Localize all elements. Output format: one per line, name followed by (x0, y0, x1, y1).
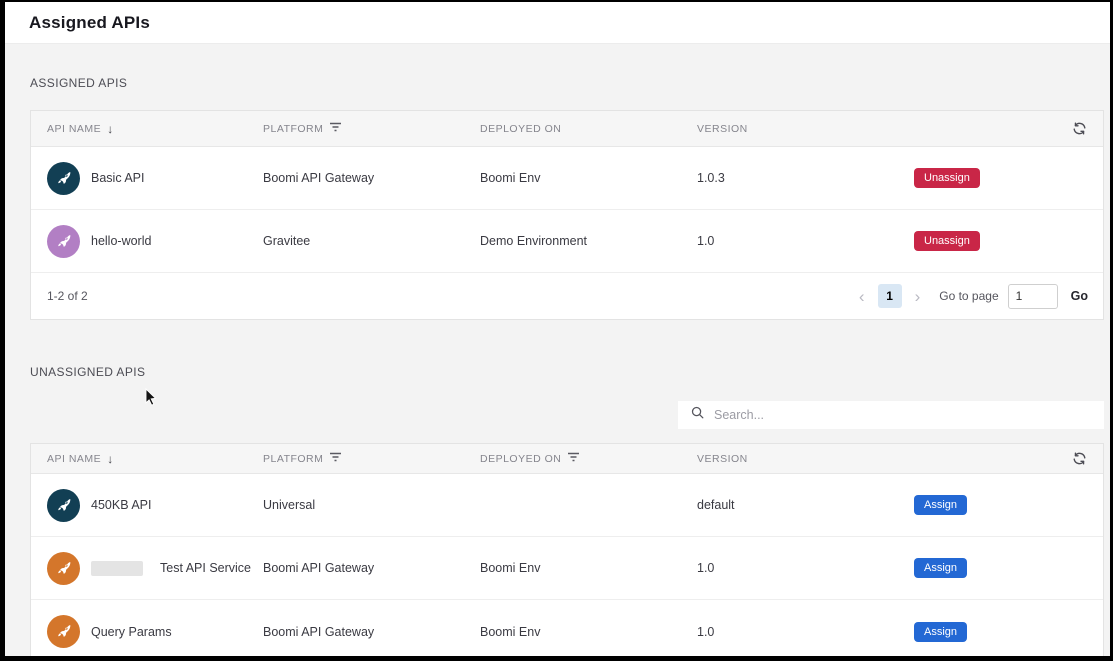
table-row: hello-world Gravitee Demo Environment 1.… (31, 210, 1103, 273)
column-label: API NAME (47, 122, 102, 135)
platform-cell: Gravitee (263, 234, 311, 248)
platform-cell: Boomi API Gateway (263, 624, 375, 639)
column-header-version[interactable]: VERSION (697, 123, 914, 135)
column-header-platform[interactable]: PLATFORM (263, 122, 480, 135)
column-label: PLATFORM (263, 122, 324, 135)
sort-desc-icon[interactable]: ↓ (107, 121, 114, 136)
sort-desc-icon[interactable]: ↓ (107, 451, 114, 466)
deployed-on-cell: Boomi Env (480, 561, 541, 575)
action-cell: Assign (914, 495, 1103, 515)
column-header-platform[interactable]: PLATFORM (263, 452, 480, 465)
api-name-cell: hello-world (47, 224, 263, 258)
redacted-text (91, 560, 143, 576)
unassigned-apis-table: API NAME ↓ PLATFORM DEPLOYED ON VERSION (30, 443, 1104, 656)
platform-cell: Boomi API Gateway (263, 561, 375, 575)
unassign-button[interactable]: Unassign (914, 231, 980, 251)
filter-icon[interactable] (329, 122, 342, 135)
rocket-icon (47, 161, 80, 195)
assigned-apis-heading: ASSIGNED APIS (30, 76, 128, 90)
prev-page-button[interactable]: ‹ (855, 288, 869, 305)
assign-button[interactable]: Assign (914, 621, 968, 642)
column-header-api-name[interactable]: API NAME ↓ (47, 453, 263, 465)
table-row: 450KB API Universal default Assign (31, 474, 1103, 537)
column-label: API NAME (47, 452, 102, 465)
chevron-right-icon: › (914, 286, 921, 306)
unassign-button[interactable]: Unassign (914, 168, 980, 188)
rocket-icon (47, 551, 80, 585)
platform-cell: Boomi API Gateway (263, 171, 375, 185)
column-label: DEPLOYED ON (480, 452, 562, 465)
deployed-on-cell: Boomi Env (480, 171, 541, 185)
table-row: Basic API Boomi API Gateway Boomi Env 1.… (31, 147, 1103, 210)
rocket-icon (47, 488, 80, 522)
table-row: Query Params Boomi API Gateway Boomi Env… (31, 600, 1103, 656)
column-label: VERSION (697, 122, 748, 135)
refresh-icon (1073, 452, 1086, 465)
api-name: hello-world (91, 234, 152, 248)
api-name-cell: 450KB API (47, 488, 263, 522)
pagination-bar: 1-2 of 2 ‹ 1 › Go to page Go (31, 273, 1103, 319)
refresh-button[interactable] (1072, 121, 1087, 136)
version-cell: default (697, 498, 735, 512)
table-header-actions (914, 451, 1103, 466)
action-cell: Assign (914, 621, 1103, 642)
go-to-page-label: Go to page (939, 289, 999, 303)
assigned-table-header: API NAME ↓ PLATFORM DEPLOYED ON VERSION (31, 111, 1103, 147)
assign-button[interactable]: Assign (914, 558, 968, 578)
title-bar: Assigned APIs (5, 2, 1110, 44)
unassigned-table-header: API NAME ↓ PLATFORM DEPLOYED ON VERSION (31, 444, 1103, 474)
table-header-actions (914, 121, 1103, 136)
action-cell: Unassign (914, 168, 1103, 188)
deployed-on-cell: Boomi Env (480, 624, 541, 639)
table-row: Test API Service Boomi API Gateway Boomi… (31, 537, 1103, 600)
chevron-left-icon: ‹ (858, 286, 865, 306)
unassigned-apis-heading: UNASSIGNED APIS (30, 365, 146, 379)
refresh-icon (1073, 122, 1086, 135)
filter-icon[interactable] (329, 452, 342, 465)
next-page-button[interactable]: › (911, 288, 925, 305)
version-cell: 1.0 (697, 561, 715, 575)
assigned-apis-table: API NAME ↓ PLATFORM DEPLOYED ON VERSION (30, 110, 1104, 320)
column-label: VERSION (697, 452, 748, 465)
rocket-icon (47, 615, 80, 648)
column-label: DEPLOYED ON (480, 122, 562, 135)
page-number-input[interactable] (1007, 283, 1058, 309)
rocket-icon (47, 224, 80, 258)
deployed-on-cell: Demo Environment (480, 234, 587, 248)
go-button[interactable]: Go (1070, 289, 1088, 303)
filter-icon[interactable] (567, 452, 580, 465)
page-title: Assigned APIs (29, 12, 151, 32)
api-name-cell: Basic API (47, 161, 263, 195)
search-row (30, 401, 1104, 429)
api-name: 450KB API (91, 498, 152, 512)
current-page-button[interactable]: 1 (877, 284, 902, 308)
version-cell: 1.0 (697, 624, 715, 639)
search-input[interactable] (714, 408, 1104, 422)
api-name: Basic API (91, 171, 145, 185)
column-header-deployed-on[interactable]: DEPLOYED ON (480, 452, 697, 465)
version-cell: 1.0 (697, 234, 715, 248)
action-cell: Assign (914, 558, 1103, 578)
column-header-deployed-on[interactable]: DEPLOYED ON (480, 123, 697, 135)
api-name-cell: Test API Service (47, 551, 263, 585)
version-cell: 1.0.3 (697, 171, 725, 185)
column-header-version[interactable]: VERSION (697, 453, 914, 465)
api-name: Query Params (91, 624, 172, 639)
column-label: PLATFORM (263, 452, 324, 465)
assign-button[interactable]: Assign (914, 495, 968, 515)
pagination-range: 1-2 of 2 (47, 289, 88, 303)
action-cell: Unassign (914, 231, 1103, 251)
platform-cell: Universal (263, 498, 316, 512)
api-name: Test API Service (160, 561, 252, 575)
api-name-cell: Query Params (47, 615, 263, 648)
column-header-api-name[interactable]: API NAME ↓ (47, 123, 263, 135)
search-icon (690, 405, 705, 425)
refresh-button[interactable] (1072, 451, 1087, 466)
search-bar (678, 401, 1104, 429)
